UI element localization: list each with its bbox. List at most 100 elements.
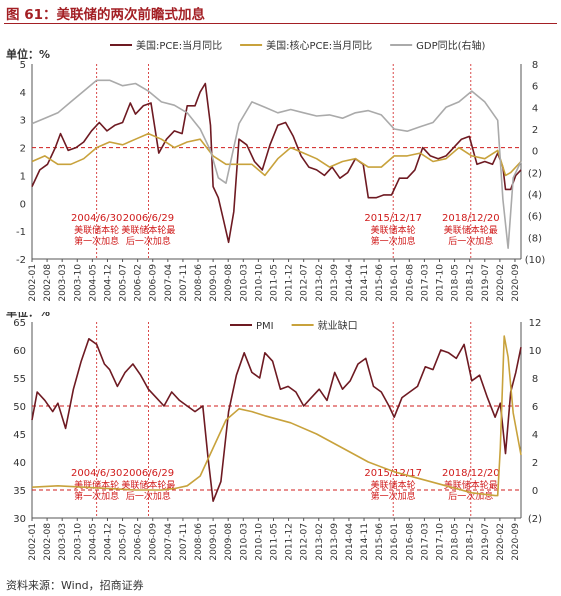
c1-event-date: 2018/12/20 (442, 213, 500, 224)
c1-x-tick-label: 2011-12 (285, 264, 295, 302)
c1-x-tick-label: 2010-10 (254, 264, 264, 302)
c2-x-tick-label: 2013-02 (315, 523, 325, 561)
c1-x-tick-label: 2017-03 (420, 264, 430, 302)
c2-y-tick-label: 60 (13, 346, 26, 357)
c2-y-tick-label: 55 (13, 374, 26, 385)
c2-event-date: 2004/6/30 (71, 468, 122, 479)
c1-x-tick-label: 2020-02 (496, 264, 506, 302)
c1-event-note: 第一次加息 (74, 235, 119, 247)
c2-x-tick-label: 2020-09 (511, 523, 521, 561)
c1-event-note: 美联储本轮 (371, 224, 416, 236)
c2-series-line-1 (31, 337, 522, 502)
c1-x-tick-label: 2019-07 (481, 264, 491, 302)
c1-event-date: 2015/12/17 (364, 213, 422, 224)
c1-y2-tick-label: 2 (532, 125, 538, 136)
c2-x-tick-label: 2012-07 (300, 523, 310, 561)
c2-legend-label-2: 就业缺口 (318, 319, 358, 332)
c1-y2-tick-label: 4 (532, 103, 538, 114)
c2-x-tick-label: 2002-01 (28, 523, 38, 561)
c1-x-tick-label: 2004-05 (88, 264, 98, 302)
c1-y2-tick-label: (8) (528, 233, 542, 244)
c1-x-tick-label: 2016-08 (405, 264, 415, 302)
c2-y-tick-label: 50 (13, 402, 26, 413)
c2-series-line-2 (31, 335, 522, 497)
c1-y2-tick-label: (10) (525, 255, 546, 266)
c2-x-tick-label: 2004-05 (88, 523, 98, 561)
c1-x-tick-label: 2003-03 (58, 264, 68, 302)
c1-y2-tick-label: (4) (528, 190, 542, 201)
c2-x-tick-label: 2011-05 (269, 523, 279, 561)
c1-event-date: 2004/6/30 (71, 213, 122, 224)
c2-x-tick-label: 2019-07 (481, 523, 491, 561)
c2-legend-label-1: PMI (256, 321, 274, 332)
c1-legend-label-2: 美国:核心PCE:当月同比 (266, 39, 372, 52)
c2-x-tick-label: 2006-09 (149, 523, 159, 561)
c1-legend-label-3: GDP同比(右轴) (416, 39, 485, 52)
c1-event-note: 美联储本轮 (74, 224, 119, 236)
c1-x-tick-label: 2008-06 (194, 264, 204, 302)
c1-y-tick-label: 3 (20, 116, 26, 127)
c1-x-tick-label: 2013-09 (330, 264, 340, 302)
c2-event-date: 2015/12/17 (364, 468, 422, 479)
c2-x-tick-label: 2014-04 (345, 523, 355, 561)
c2-y-tick-label: 30 (13, 514, 26, 525)
c2-y2-tick-label: 6 (532, 402, 538, 413)
c1-x-tick-label: 2018-12 (466, 264, 476, 302)
c1-x-tick-label: 2003-10 (73, 264, 83, 302)
c2-y2-tick-label: (2) (528, 514, 542, 525)
c2-x-tick-label: 2007-11 (179, 523, 189, 561)
c2-x-tick-label: 2018-05 (451, 523, 461, 561)
c2-x-tick-label: 2006-02 (134, 523, 144, 561)
c2-event-note: 美联储本轮最 (121, 479, 175, 491)
c1-x-tick-label: 2013-02 (315, 264, 325, 302)
c1-y-tick-label: 0 (20, 199, 26, 210)
c2-x-tick-label: 2015-06 (375, 523, 385, 561)
c2-x-tick-label: 2004-12 (103, 523, 113, 561)
c1-x-tick-label: 2009-08 (224, 264, 234, 302)
c1-x-tick-label: 2004-12 (103, 264, 113, 302)
c1-event-note: 后一次加息 (448, 235, 493, 247)
c1-series-line-1 (31, 82, 522, 244)
c2-event-note: 第一次加息 (74, 490, 119, 502)
c2-y-tick-label: 35 (13, 486, 26, 497)
c2-y2-tick-label: 4 (532, 430, 538, 441)
c1-x-tick-label: 2002-01 (28, 264, 38, 302)
c2-x-tick-label: 2010-10 (254, 523, 264, 561)
c1-unit-label: 单位：% (6, 47, 50, 61)
c1-legend-label-1: 美国:PCE:当月同比 (136, 39, 222, 52)
c2-x-tick-label: 2014-11 (360, 523, 370, 561)
c1-y2-tick-label: (6) (528, 212, 542, 223)
c2-x-tick-label: 2003-03 (58, 523, 68, 561)
c2-x-tick-label: 2017-10 (436, 523, 446, 561)
c1-x-tick-label: 2011-05 (269, 264, 279, 302)
c1-x-tick-label: 2014-04 (345, 264, 355, 302)
c1-x-tick-label: 2005-07 (119, 264, 129, 302)
c1-series-line-2 (31, 132, 522, 177)
c2-x-tick-label: 2013-09 (330, 523, 340, 561)
c1-x-tick-label: 2015-06 (375, 264, 385, 302)
c1-x-tick-label: 2018-05 (451, 264, 461, 302)
c2-y2-tick-label: 10 (529, 346, 542, 357)
c2-y-tick-label: 65 (13, 318, 26, 329)
c1-event-note: 美联储本轮最 (444, 224, 498, 236)
c2-x-tick-label: 2002-08 (43, 523, 53, 561)
c1-x-tick-label: 2007-11 (179, 264, 189, 302)
c1-x-tick-label: 2006-02 (134, 264, 144, 302)
c1-x-tick-label: 2006-09 (149, 264, 159, 302)
c1-y2-tick-label: 6 (532, 82, 538, 93)
c2-x-tick-label: 2010-03 (239, 523, 249, 561)
c2-y-tick-label: 45 (13, 430, 26, 441)
pce-gdp-chart: 单位：% -2 -1 0 1 2 3 4 5 (10) (8) (6) (4) (2) 0 2 4 6 8 2002-… (6, 39, 546, 302)
c2-event-date: 2006/6/29 (123, 468, 174, 479)
c2-event-note: 第一次加息 (371, 490, 416, 502)
c1-event-note: 后一次加息 (126, 235, 171, 247)
c1-y-tick-label: -1 (16, 227, 26, 238)
c1-x-tick-label: 2012-07 (300, 264, 310, 302)
c1-x-tick-label: 2017-10 (436, 264, 446, 302)
c1-x-tick-label: 2009-01 (209, 264, 219, 302)
c1-y-tick-label: 2 (20, 144, 26, 155)
c2-x-tick-label: 2009-01 (209, 523, 219, 561)
source-note: 资料来源：Wind，招商证券 (6, 579, 144, 592)
pmi-employment-chart: 单位：% 30 35 40 45 50 55 60 65 (2) 0 2 4 6 8 10 12 2002-01 2… (6, 312, 542, 561)
c2-y2-tick-label: 0 (532, 486, 538, 497)
